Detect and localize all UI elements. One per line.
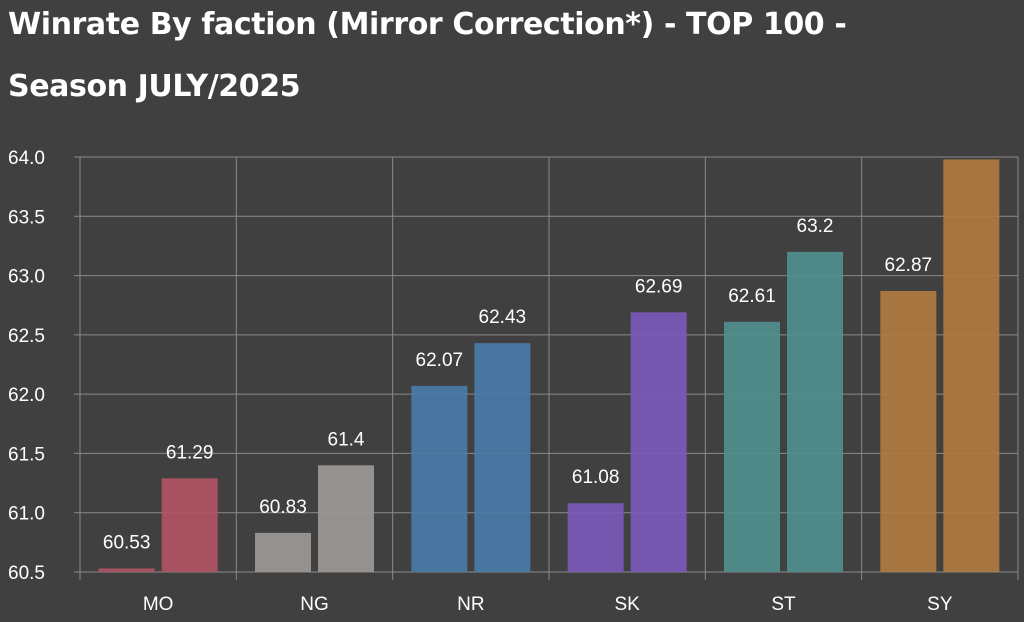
- bar-ng-1: [255, 532, 311, 572]
- data-label: 62.61: [728, 286, 776, 307]
- data-label: 60.53: [103, 532, 151, 553]
- data-label: 62.87: [885, 255, 933, 276]
- grid: [74, 156, 1019, 580]
- chart-title-line-2: Season JULY/2025: [8, 69, 301, 104]
- x-axis: MO NG NR SK ST SY: [143, 594, 953, 615]
- y-tick-label: 60.5: [8, 563, 45, 584]
- bar-mo-1: [98, 568, 155, 572]
- data-label: 61.29: [166, 442, 214, 463]
- x-tick-label: SY: [927, 594, 953, 615]
- y-tick-label: 63.5: [8, 207, 45, 228]
- bar-mo-2: [161, 478, 218, 572]
- y-tick-label: 63.0: [8, 267, 45, 288]
- y-tick-label: 61.0: [8, 504, 45, 525]
- bar-st-1: [724, 321, 780, 572]
- x-tick-label: NR: [457, 594, 484, 615]
- bars: [98, 159, 1000, 572]
- data-label: 62.43: [479, 307, 527, 328]
- x-tick-label: NG: [300, 594, 329, 615]
- x-tick-label: MO: [143, 594, 174, 615]
- data-label: 60.83: [259, 497, 307, 518]
- bar-nr-1: [411, 385, 468, 572]
- bar-sy-1: [880, 290, 937, 572]
- y-tick-label: 62.5: [8, 326, 45, 347]
- bar-nr-2: [474, 343, 531, 572]
- y-tick-label: 64.0: [8, 148, 45, 169]
- chart-title-line-1: Winrate By faction (Mirror Correction*) …: [8, 7, 847, 42]
- bar-sk-2: [630, 312, 687, 572]
- bar-st-2: [787, 251, 843, 572]
- y-tick-label: 62.0: [8, 385, 45, 406]
- x-tick-label: SK: [614, 594, 640, 615]
- data-label: 61.08: [572, 467, 620, 488]
- y-tick-label: 61.5: [8, 444, 45, 465]
- data-labels: 60.53 61.29 60.83 61.4 62.07 62.43 61.08 62.69 6…: [103, 216, 932, 554]
- data-label: 62.07: [416, 350, 464, 371]
- data-label: 63.2: [797, 216, 834, 237]
- bar-sy-2: [943, 159, 1000, 572]
- data-label: 62.69: [635, 276, 683, 297]
- bar-sk-1: [567, 503, 624, 572]
- bar-ng-2: [318, 465, 374, 572]
- data-label: 61.4: [328, 429, 365, 450]
- x-tick-label: ST: [771, 594, 796, 615]
- y-axis: 60.5 61.0 61.5 62.0 62.5 63.0 63.5 64.0: [8, 148, 45, 584]
